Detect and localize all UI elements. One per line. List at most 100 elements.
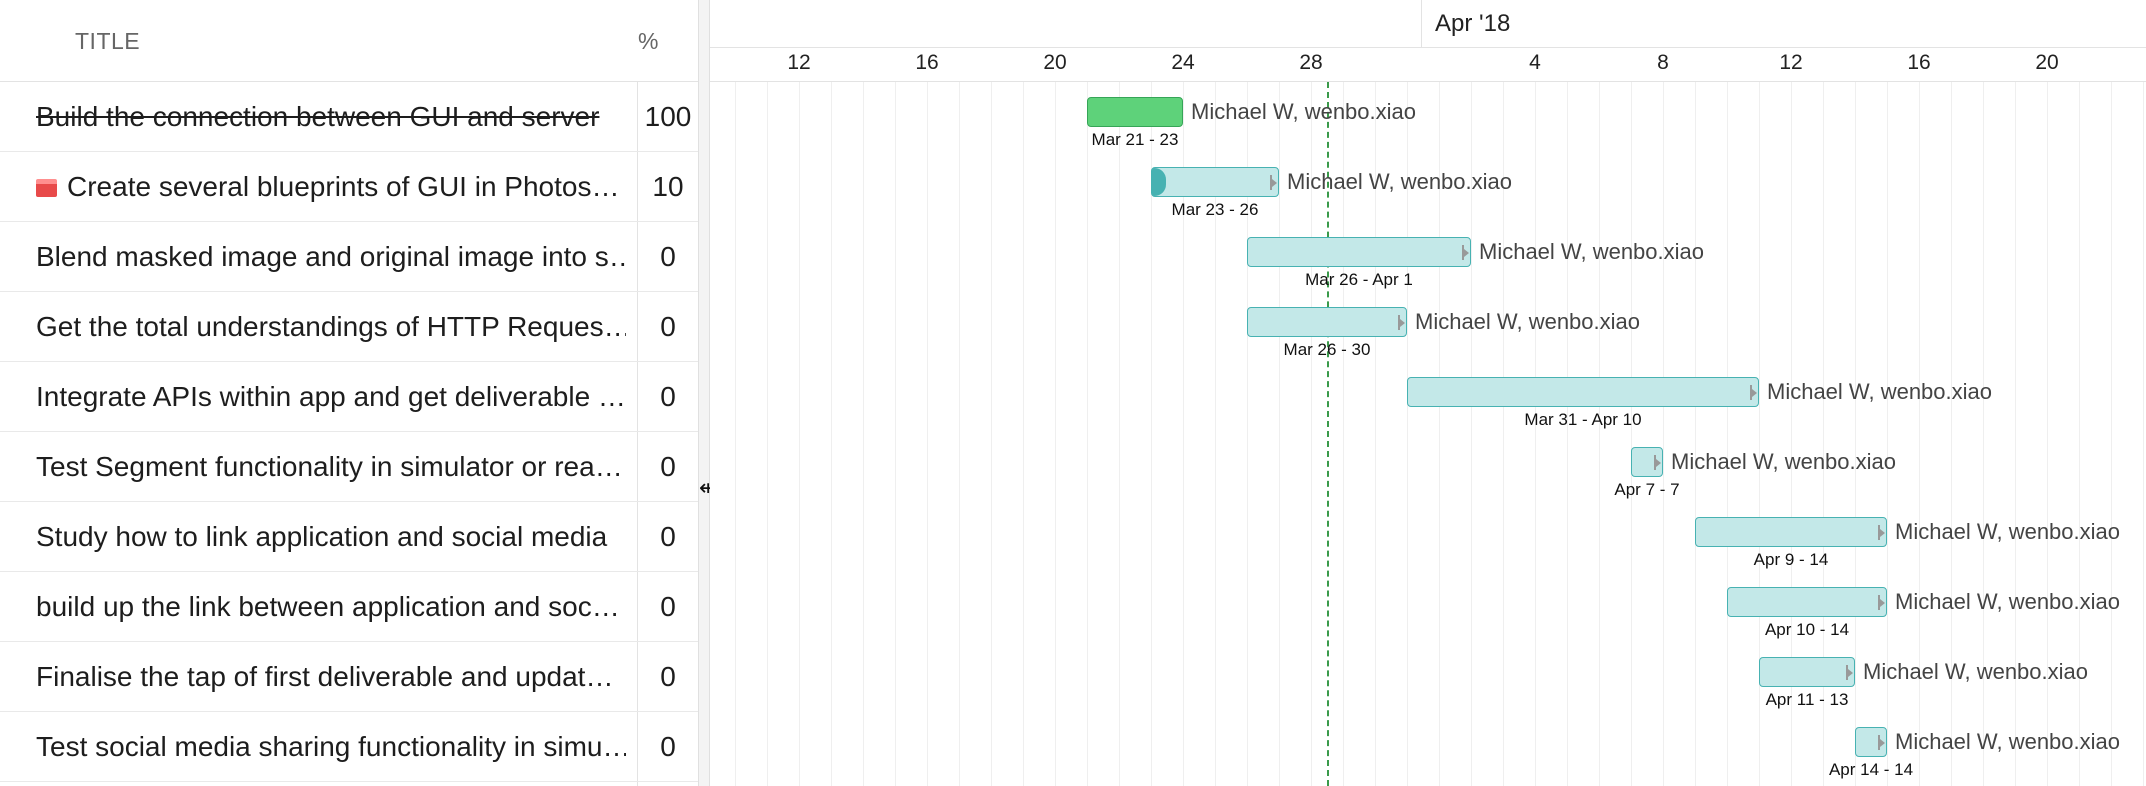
day-gridline [2143,82,2144,786]
task-percent[interactable]: 0 [660,451,676,482]
day-gridline [1663,82,1664,786]
task-title-text: Create several blueprints of GUI in Phot… [67,171,620,202]
task-grid: TITLE % Build the connection between GUI… [0,0,698,786]
task-title[interactable]: Finalise the tap of first deliverable an… [36,642,626,712]
task-title[interactable]: build up the link between application an… [36,572,626,642]
task-date-range: Mar 23 - 26 [1171,200,1259,219]
task-assignee: Michael W, wenbo.xiao [1287,169,1512,194]
resize-grip-icon[interactable] [1750,385,1757,400]
table-row[interactable]: Test Segment functionality in simulator … [0,432,698,502]
task-bar[interactable] [1727,587,1887,617]
table-row[interactable]: Study how to link application and social… [0,502,698,572]
day-gridline [863,82,864,786]
task-bar[interactable] [1855,727,1887,757]
task-title[interactable]: Blend masked image and original image in… [36,222,626,292]
today-marker [1327,82,1329,786]
percent-column-header[interactable]: % [638,28,659,54]
day-gridline [1375,82,1376,786]
day-gridline [1119,82,1120,786]
day-tick-label: 24 [1171,51,1195,74]
task-title[interactable]: Integrate APIs within app and get delive… [36,362,626,432]
day-gridline [1087,82,1088,786]
day-gridline [1759,82,1760,786]
task-title[interactable]: Get the total understandings of HTTP Req… [36,292,626,362]
task-assignee: Michael W, wenbo.xiao [1895,589,2120,614]
resize-grip-icon[interactable] [1398,315,1405,330]
table-row[interactable]: Create several blueprints of GUI in Phot… [0,152,698,222]
resize-grip-icon[interactable] [1846,665,1853,680]
task-title-text: Finalise the tap of first deliverable an… [36,661,614,692]
table-row[interactable]: Finalise the tap of first deliverable an… [0,642,698,712]
task-bar[interactable] [1631,447,1663,477]
day-gridline [2111,82,2112,786]
task-date-range: Mar 21 - 23 [1091,130,1179,149]
resize-grip-icon[interactable] [1878,735,1885,750]
month-divider [1421,0,1422,48]
task-bar[interactable] [1759,657,1855,687]
task-percent[interactable]: 0 [660,241,676,272]
task-date-range: Apr 14 - 14 [1828,760,1914,779]
task-percent[interactable]: 0 [660,521,676,552]
day-gridline [2015,82,2016,786]
title-column-header[interactable]: TITLE [75,28,141,54]
day-tick-label: 28 [1299,51,1323,74]
task-title[interactable]: Build the connection between GUI and ser… [36,82,626,152]
day-gridline [1823,82,1824,786]
day-tick-label: 20 [2035,51,2059,74]
day-gridline [1567,82,1568,786]
task-percent[interactable]: 0 [660,591,676,622]
day-scale: 12 16 20 24 28 4 8 12 16 20 [710,48,2146,82]
table-row[interactable]: Integrate APIs within app and get delive… [0,362,698,432]
day-gridline [1215,82,1216,786]
task-bar[interactable] [1247,307,1407,337]
day-gridline [1983,82,1984,786]
resize-grip-icon[interactable] [1654,455,1661,470]
month-scale: Apr '18 [710,0,2146,48]
day-gridline [1887,82,1888,786]
day-gridline [1183,82,1184,786]
task-bar[interactable] [1407,377,1759,407]
table-row[interactable]: build up the link between application an… [0,572,698,642]
table-row[interactable]: Test social media sharing functionality … [0,712,698,782]
task-title[interactable]: Test social media sharing functionality … [36,712,626,782]
task-bar[interactable] [1151,167,1279,197]
day-gridline [2047,82,2048,786]
grid-header: TITLE % [0,0,698,82]
task-date-range: Mar 26 - 30 [1283,340,1371,359]
progress-fill[interactable] [1152,168,1166,196]
day-gridline [1599,82,1600,786]
task-bar[interactable] [1695,517,1887,547]
day-tick-label: 12 [787,51,811,74]
resize-grip-icon[interactable] [1878,525,1885,540]
table-row[interactable]: Blend masked image and original image in… [0,222,698,292]
resize-grip-icon[interactable] [1462,245,1469,260]
task-percent[interactable]: 0 [660,661,676,692]
resize-grip-icon[interactable] [1878,595,1885,610]
task-bar[interactable] [1087,97,1183,127]
task-percent[interactable]: 0 [660,311,676,342]
task-assignee: Michael W, wenbo.xiao [1671,449,1896,474]
day-gridline [991,82,992,786]
day-gridline [1631,82,1632,786]
table-row[interactable]: Build the connection between GUI and ser… [0,82,698,152]
task-percent[interactable]: 10 [652,171,684,202]
day-gridline [767,82,768,786]
day-gridline [1855,82,1856,786]
task-percent[interactable]: 100 [644,101,692,132]
task-date-range: Apr 7 - 7 [1614,480,1680,499]
day-tick-label: 4 [1529,51,1541,74]
task-assignee: Michael W, wenbo.xiao [1479,239,1704,264]
task-bar[interactable] [1247,237,1471,267]
task-assignee: Michael W, wenbo.xiao [1767,379,1992,404]
resize-grip-icon[interactable] [1270,175,1277,190]
task-title-text: Study how to link application and social… [36,521,608,552]
task-title[interactable]: Create several blueprints of GUI in Phot… [36,152,626,222]
task-percent[interactable]: 0 [660,381,676,412]
task-title[interactable]: Study how to link application and social… [36,502,626,572]
day-gridline [1151,82,1152,786]
pane-splitter[interactable]: ⇹ [698,0,717,786]
task-title[interactable]: Test Segment functionality in simulator … [36,432,626,502]
task-percent[interactable]: 0 [660,731,676,762]
table-row[interactable]: Get the total understandings of HTTP Req… [0,292,698,362]
task-assignee: Michael W, wenbo.xiao [1895,729,2120,754]
